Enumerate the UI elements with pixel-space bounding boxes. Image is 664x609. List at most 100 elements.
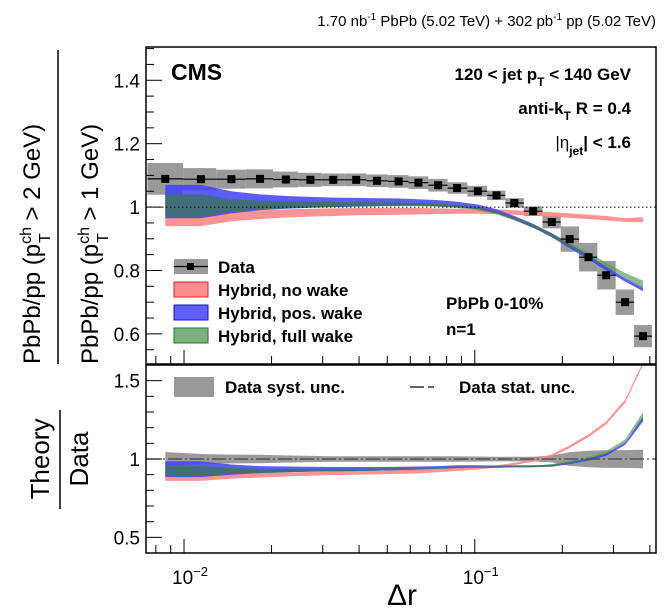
den-b: > 1 GeV) [77, 124, 104, 227]
legend-syst-label: Data syst. unc. [225, 378, 345, 397]
y-tick-label: 0.6 [114, 325, 140, 346]
data-point [256, 174, 265, 183]
y-tick-label: 1 [129, 198, 140, 219]
legend-entry-no-wake: Hybrid, no wake [173, 281, 348, 300]
legend-full-wake-swatch [173, 327, 209, 344]
x-tick-exponent: −2 [193, 564, 208, 579]
x-axis-title: Δr [387, 579, 417, 609]
legend-stat-label: Data stat. unc. [459, 378, 575, 397]
data-point [602, 271, 611, 280]
den-sub: T [95, 233, 112, 243]
data-point [565, 235, 574, 244]
data-point [621, 298, 630, 307]
centrality-annotation: PbPb 0-10% [446, 294, 543, 313]
data-point [161, 174, 170, 183]
bottom-panel: 0.511.5 10−2 10−1 Data syst. unc. Data st… [25, 364, 657, 609]
data-point [547, 217, 556, 226]
legend-entry-pos-wake: Hybrid, pos. wake [173, 304, 363, 323]
x-tick-base: 10 [172, 568, 193, 589]
data-point [196, 175, 205, 184]
data-point [394, 177, 403, 186]
syst-band [165, 449, 644, 469]
y-tick-label: 1 [129, 450, 140, 471]
jet-pt-a: 120 < jet p [454, 65, 537, 84]
bottom-x-axis: 10−2 10−1 [155, 539, 651, 589]
den-sup: ch [76, 227, 93, 244]
y-title-numerator: PbPb/pp (pch T > 2 GeV) [18, 124, 54, 364]
top-panel: 0.60.811.21.4 CMS 120 < jet pT < 140 GeV… [18, 46, 657, 365]
top-y-axis-title: PbPb/pp (pch T > 2 GeV) PbPb/pp (pch T > 1… [18, 50, 112, 364]
num-sup: ch [18, 227, 35, 244]
y-tick-label: 1.2 [114, 135, 140, 156]
bottom-model-bands [165, 365, 644, 481]
lumi-pbpb-rest: PbPb (5.02 TeV) + 302 pb [376, 13, 553, 30]
y-tick-label: 0.8 [114, 261, 140, 282]
y-tick-label: 1.5 [114, 372, 140, 393]
algorithm-annotation: anti-kT R = 0.4 [518, 99, 631, 123]
legend-syst-swatch [174, 377, 214, 397]
y-tick-label: 0.5 [114, 528, 140, 549]
data-point [473, 187, 482, 196]
den-a: PbPb/pp (p [77, 244, 104, 364]
data-point [434, 181, 443, 190]
band-overlap [165, 194, 644, 288]
algo-b: R = 0.4 [571, 99, 632, 118]
x-tick-label: 10−1 [463, 564, 499, 589]
cms-label: CMS [171, 59, 222, 85]
data-point [352, 175, 361, 184]
data-point [329, 175, 338, 184]
eta-b: | < 1.6 [583, 133, 631, 152]
bottom-legend: Data syst. unc. Data stat. unc. [174, 377, 575, 397]
legend-pos-wake-label: Hybrid, pos. wake [218, 304, 363, 323]
eta-sub: jet [568, 144, 583, 158]
n-annotation: n=1 [446, 320, 476, 339]
top-data-series [147, 174, 652, 341]
bottom-y-axis: 0.5 1 1.5 [114, 372, 162, 549]
band-hybrid-no-wake [165, 208, 644, 227]
num-a: PbPb/pp (p [19, 244, 46, 364]
data-point [281, 175, 290, 184]
data-point [510, 198, 519, 207]
data-point [373, 176, 382, 185]
bottom-data-syst-band [165, 449, 644, 469]
data-point [492, 191, 501, 200]
bottom-y-axis-title: Theory Data [25, 410, 94, 509]
jet-pt-b: < 140 GeV [545, 65, 632, 84]
top-frame [145, 46, 657, 365]
data-point [453, 184, 462, 193]
x-tick-label: 10−2 [172, 564, 208, 589]
lumi-pp-exp: -1 [553, 12, 562, 23]
ratio-band-overlap [165, 416, 644, 477]
y-title-theory: Theory [25, 419, 55, 500]
data-point [639, 332, 648, 341]
legend-full-wake-label: Hybrid, full wake [218, 327, 353, 346]
y-title-denominator: PbPb/pp (pch T > 1 GeV) [76, 124, 112, 364]
luminosity-header: 1.70 nb-1 PbPb (5.02 TeV) + 302 pb-1 pp … [317, 12, 656, 30]
legend-pos-wake-swatch [173, 304, 209, 321]
jet-pt-annotation: 120 < jet pT < 140 GeV [454, 65, 631, 89]
data-point [227, 175, 236, 184]
eta-a: |η [555, 133, 569, 152]
num-sub: T [37, 233, 54, 243]
x-tick-exponent: −1 [484, 564, 499, 579]
y-title-data: Data [64, 431, 94, 486]
legend-entry-full-wake: Hybrid, full wake [173, 327, 353, 346]
lumi-pbpb-exp: -1 [367, 12, 376, 23]
lumi-pp-rest: pp (5.02 TeV) [562, 13, 656, 30]
top-legend: Data Hybrid, no wake Hybrid, pos. wake H… [173, 258, 363, 346]
data-point [529, 207, 538, 216]
top-y-axis: 0.6 0.8 1 1.2 1.4 [114, 48, 162, 351]
jet-pt-sub: T [537, 75, 545, 89]
x-tick-base: 10 [463, 568, 484, 589]
algo-sub: T [564, 109, 572, 123]
data-point [584, 253, 593, 262]
legend-data-label: Data [218, 258, 255, 277]
lumi-pbpb: 1.70 nb [317, 13, 367, 30]
band-hybrid-pos-wake [165, 184, 644, 292]
y-tick-label: 1.4 [114, 71, 141, 92]
data-point [414, 178, 423, 187]
legend-no-wake-swatch [173, 281, 209, 298]
data-point [306, 175, 315, 184]
legend-entry-data: Data [174, 258, 255, 277]
